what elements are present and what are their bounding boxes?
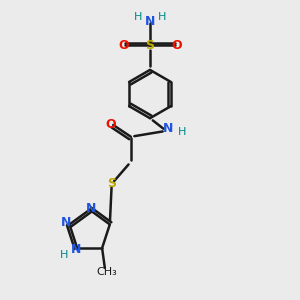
Text: O: O [118, 39, 129, 52]
Text: CH₃: CH₃ [96, 267, 117, 277]
Text: O: O [171, 39, 182, 52]
Text: S: S [107, 177, 116, 190]
Text: N: N [86, 202, 96, 215]
Text: N: N [61, 216, 72, 230]
Text: H: H [60, 250, 68, 260]
Text: N: N [163, 122, 173, 135]
Text: N: N [145, 15, 155, 28]
Text: S: S [146, 39, 154, 52]
Text: N: N [70, 243, 81, 256]
Text: H: H [158, 12, 166, 22]
Text: H: H [178, 127, 187, 137]
Text: O: O [105, 118, 116, 130]
Text: H: H [134, 12, 142, 22]
